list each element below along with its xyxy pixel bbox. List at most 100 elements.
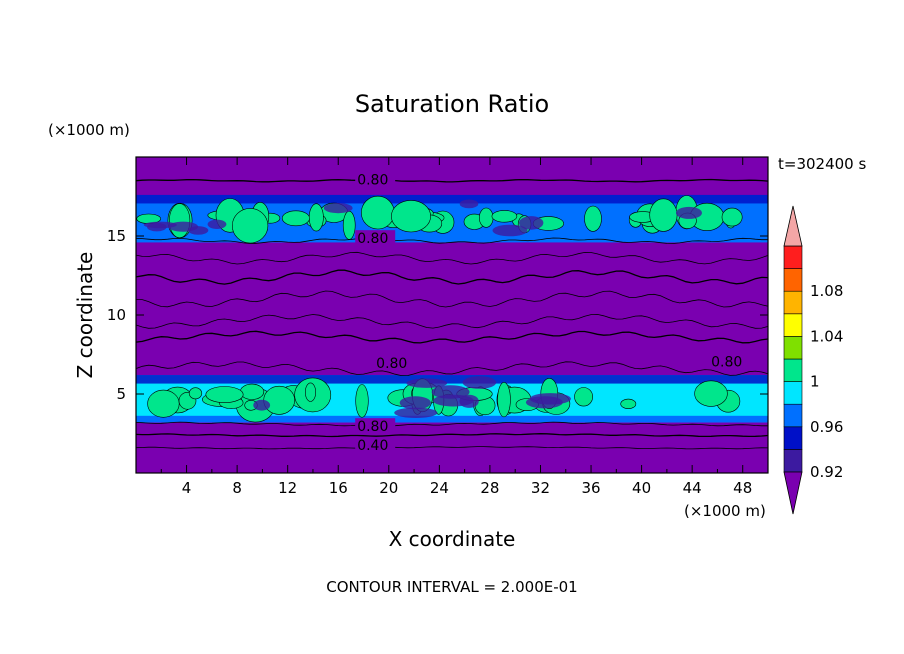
x-tick-label: 36 [581,479,600,497]
supersat-blob [721,207,743,227]
supersat-blob [232,208,269,244]
contour-label-2: 0.80 [376,356,407,372]
colorbar-extend-min [783,471,803,515]
contour-line [136,421,768,427]
supersat-blob [479,207,494,228]
contour-label-bg [355,230,396,245]
supersat-blob [584,205,602,232]
layer-band-3 [136,242,768,376]
y-tick-label: 15 [107,227,126,245]
layer-band-1 [136,425,768,448]
layer-edge-top-lower [136,375,768,384]
colorbar-tick-label: 1.04 [810,327,843,345]
contour-label-1: 0.80 [357,231,388,247]
subsat-patch [676,206,702,219]
supersat-blob [188,387,203,400]
contour-label-bg [355,437,396,452]
colorbar-box [783,313,803,337]
supersat-blob [263,385,296,415]
contour-label-bg [355,418,396,433]
subsat-patch [323,203,353,214]
supersat-blob [147,389,180,418]
chart-title: Saturation Ratio [355,90,549,118]
contour-interval-footer: CONTOUR INTERVAL = 2.000E-01 [326,578,577,596]
contour-line [136,330,768,344]
supersat-blob [304,382,316,402]
supersat-blob [355,384,369,418]
contour-label-bg [709,353,750,368]
x-tick-label: 40 [632,479,651,497]
colorbar-box [783,426,803,450]
colorbar-box [783,358,803,382]
x-tick-label: 12 [278,479,297,497]
colorbar-tick-label: 1.08 [810,282,843,300]
supersat-blob [694,380,728,407]
colorbar-box [783,290,803,315]
supersat-blob [308,203,324,232]
layer-band-5 [136,157,768,195]
contour-line [136,433,768,438]
supersat-blob [360,195,395,230]
x-tick-label: 16 [329,479,348,497]
supersat-blob [491,210,518,223]
supersat-blob [239,383,265,400]
subsat-patch [462,376,497,389]
colorbar-tick-label: 0.92 [810,463,843,481]
supersat-blob [574,387,594,407]
x-tick-label: 8 [232,479,242,497]
subsat-patch [519,216,544,230]
colorbar-box [783,268,803,292]
contour-line [136,446,768,450]
contour-line [136,178,768,183]
contour-line [136,237,768,244]
subsat-patch [394,407,438,418]
x-axis-title: X coordinate [389,527,516,551]
supersat-blob [391,200,431,233]
colorbar-box [783,336,803,360]
subsat-patch [147,222,167,232]
supersat-blob [342,210,356,240]
x-tick-label: 24 [430,479,449,497]
subsat-patch [525,396,563,409]
colorbar-tick-label: 1 [810,373,820,391]
layer-edge-top-upper [136,194,768,204]
supersat-blob [497,382,511,418]
x-tick-label: 4 [182,479,192,497]
contour-label-bg [374,354,415,369]
contour-line [136,251,768,265]
colorbar-tick-label: 0.96 [810,418,843,436]
x-tick-label: 48 [733,479,752,497]
y-tick-label: 10 [107,306,126,324]
colorbar-box [783,449,803,473]
subsat-patch [207,219,227,229]
subsat-patch [399,396,431,410]
supersat-blob [620,398,637,410]
supersat-blob [205,386,244,404]
contour-label-3: 0.80 [711,354,742,370]
subsat-patch [433,394,474,407]
supersat-blob [169,203,191,239]
subsat-patch [406,378,448,388]
y-tick-label: 5 [116,385,126,403]
supersat-blob [281,210,310,227]
supersat-blob [649,198,678,232]
subsat-patch [492,224,528,237]
layer-edge-bottom-upper [136,235,768,243]
layer-band-0 [136,447,768,473]
contour-line [136,313,768,329]
subsat-patch [253,399,271,411]
contour-label-5: 0.40 [357,438,388,454]
x-unit-label: (×1000 m) [684,502,766,520]
plot-area [136,157,768,473]
contour-line [136,361,768,377]
contour-label-4: 0.80 [357,419,388,435]
time-label: t=302400 s [778,155,866,173]
y-unit-label: (×1000 m) [48,121,130,139]
subsat-patch [188,226,209,235]
colorbar: 0.92 0.96 1 1.04 1.08 [783,205,843,515]
layer-edge-bottom-lower [136,415,768,423]
colorbar-box [783,381,803,405]
x-tick-label: 28 [480,479,499,497]
contour-label-0: 0.80 [357,173,388,189]
